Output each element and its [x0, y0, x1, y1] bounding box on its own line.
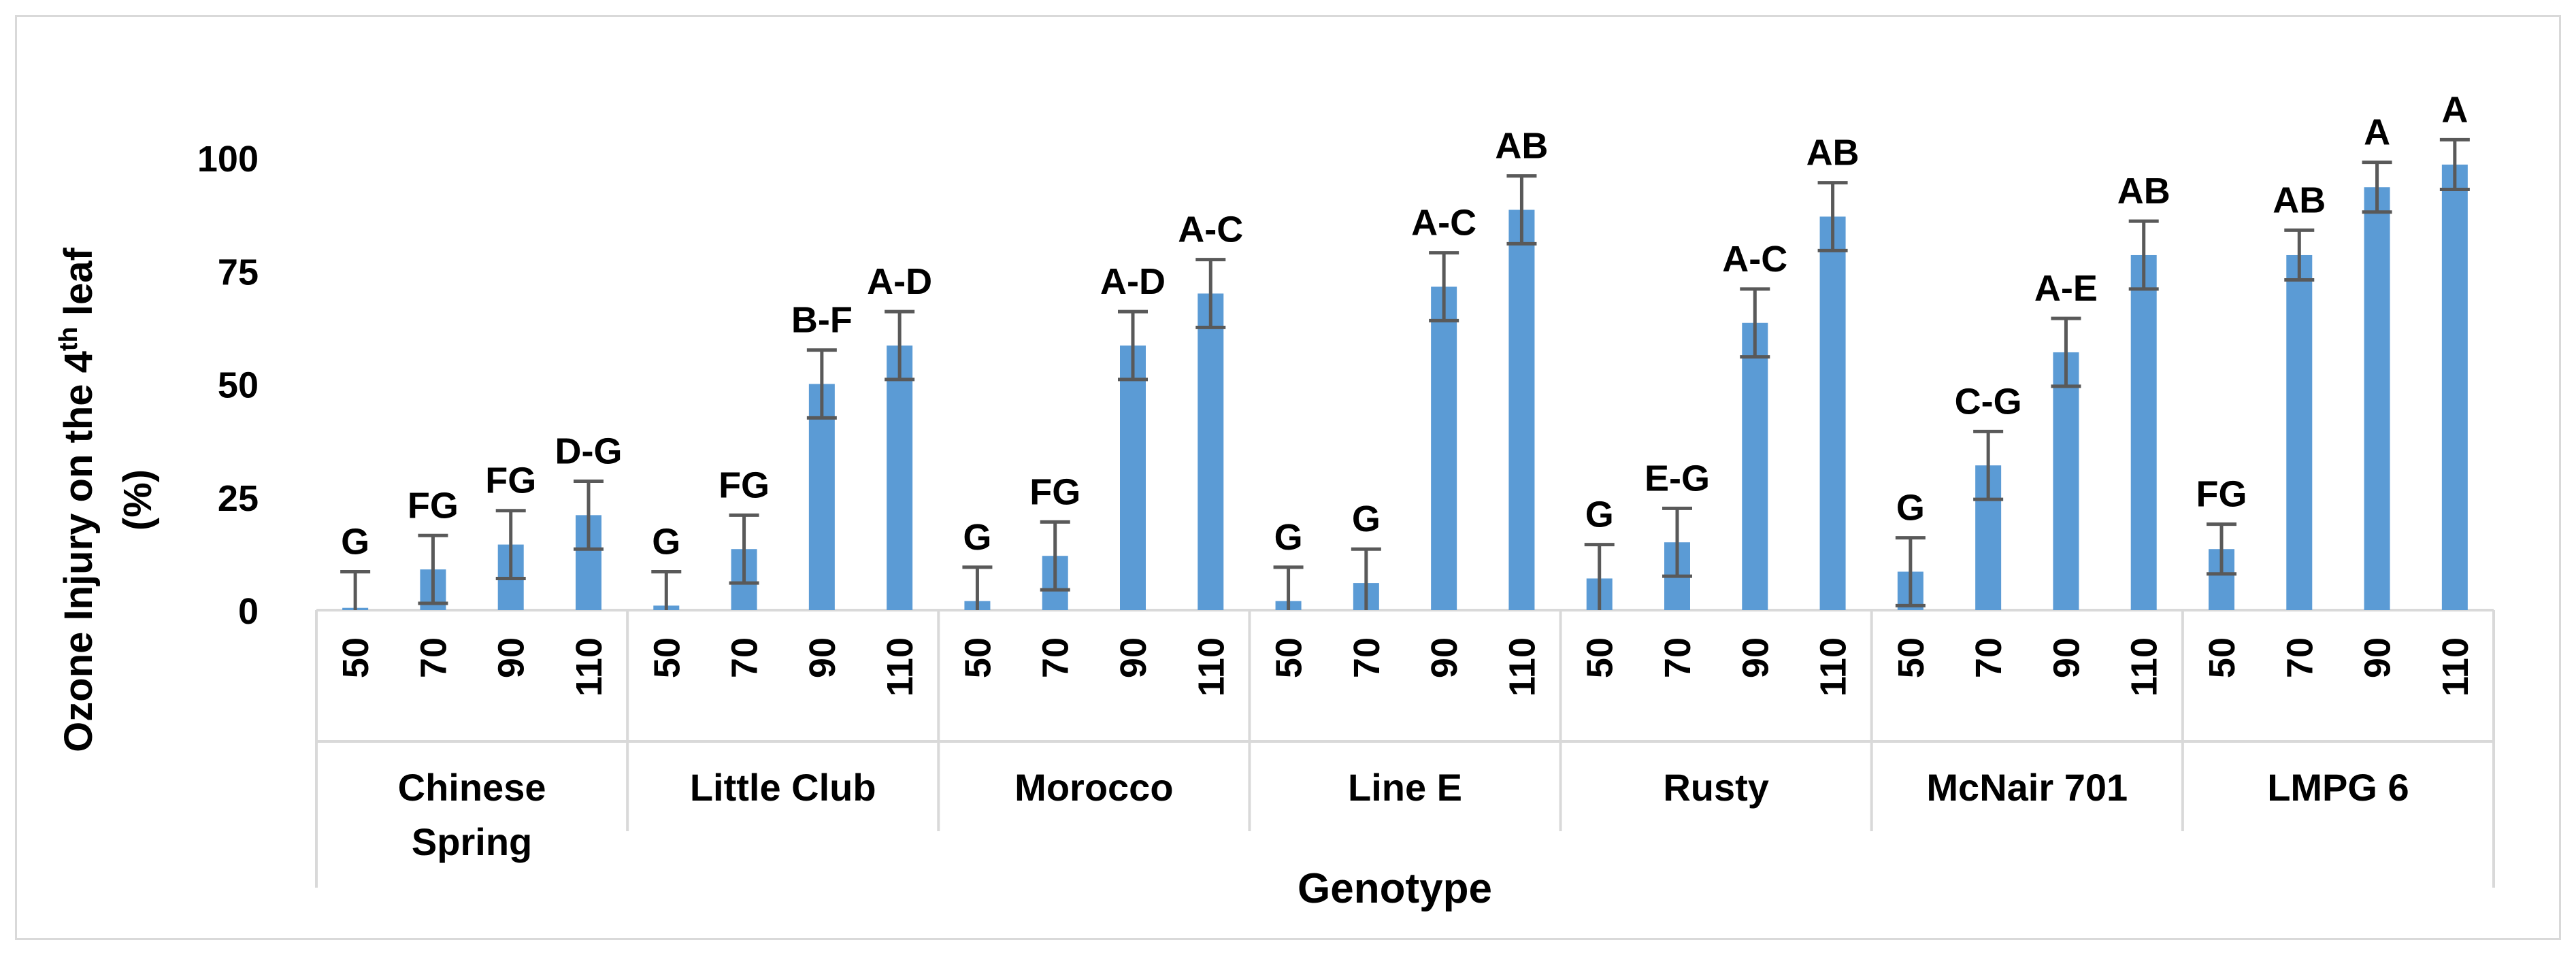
- dose-tick-label: 90: [2358, 637, 2398, 678]
- significance-label: A: [2364, 112, 2390, 153]
- y-tick-label: 50: [218, 365, 259, 406]
- significance-label: A-C: [1178, 210, 1243, 250]
- dose-tick-label: 110: [2435, 637, 2476, 697]
- y-tick-label: 100: [197, 139, 259, 180]
- significance-label: AB: [2273, 180, 2326, 220]
- significance-label: G: [341, 521, 369, 562]
- dose-tick-label: 70: [413, 637, 454, 678]
- dose-tick-label: 50: [335, 637, 376, 678]
- dose-tick-label: 110: [2124, 637, 2165, 697]
- dose-tick-label: 50: [957, 637, 998, 678]
- bar: [887, 345, 913, 610]
- significance-label: AB: [1806, 133, 1860, 173]
- significance-label: FG: [408, 485, 459, 526]
- bar: [1120, 345, 1146, 610]
- significance-label: A: [2441, 89, 2468, 130]
- dose-tick-label: 50: [1269, 637, 1310, 678]
- y-axis-label-main: Ozone Injury on the 4: [56, 351, 101, 752]
- significance-label: G: [1585, 495, 1614, 535]
- significance-label: D-G: [555, 431, 623, 471]
- y-axis-label-superscript: th: [54, 326, 83, 351]
- bar: [808, 384, 835, 610]
- significance-label: G: [652, 521, 680, 562]
- dose-tick-label: 110: [880, 637, 921, 697]
- x-axis-label: Genotype: [1298, 865, 1492, 912]
- dose-tick-label: 50: [1891, 637, 1932, 678]
- genotype-label: Chinese: [398, 766, 546, 809]
- dose-tick-label: 70: [1968, 637, 2009, 678]
- significance-label: A-D: [867, 261, 932, 302]
- y-axis-label-unit: (%): [116, 469, 160, 531]
- genotype-label: Little Club: [690, 766, 876, 809]
- significance-label: FG: [485, 460, 536, 501]
- dose-tick-label: 110: [569, 637, 610, 697]
- dose-tick-label: 110: [1502, 637, 1542, 697]
- bar: [2364, 187, 2390, 611]
- bar: [2441, 164, 2468, 611]
- significance-label: G: [1274, 517, 1303, 558]
- bar: [2053, 352, 2079, 610]
- significance-label: A-D: [1100, 261, 1166, 302]
- significance-label: AB: [1495, 126, 1548, 167]
- y-axis-label-tail: leaf: [56, 247, 101, 326]
- significance-label: FG: [1029, 471, 1080, 512]
- significance-label: E-G: [1645, 458, 1710, 499]
- significance-label: A-C: [1411, 203, 1476, 244]
- bar: [2130, 254, 2157, 611]
- significance-label: FG: [719, 465, 770, 505]
- significance-label: C-G: [1955, 381, 2022, 422]
- genotype-label: Line E: [1348, 766, 1462, 809]
- dose-tick-label: 70: [1036, 637, 1076, 678]
- bar: [2286, 254, 2313, 611]
- significance-label: G: [1352, 499, 1381, 539]
- bar: [1819, 216, 1846, 610]
- y-tick-label: 75: [218, 252, 259, 292]
- significance-label: G: [1896, 488, 1925, 529]
- genotype-label: Rusty: [1663, 766, 1769, 809]
- dose-tick-label: 70: [2279, 637, 2320, 678]
- significance-label: G: [963, 517, 991, 558]
- significance-label: AB: [2117, 171, 2170, 212]
- dose-tick-label: 90: [2046, 637, 2087, 678]
- dose-tick-label: 70: [725, 637, 765, 678]
- bar: [1431, 286, 1457, 610]
- dose-tick-label: 90: [1424, 637, 1465, 678]
- significance-label: A-E: [2034, 268, 2098, 309]
- bar: [1508, 210, 1535, 611]
- plot-area: 0 25 50 75 100 Chinese Spring G 50 FG 70 FG 90 D-G 110…: [197, 89, 2495, 888]
- dose-tick-label: 90: [491, 637, 532, 678]
- dose-tick-label: 90: [802, 637, 843, 678]
- dose-tick-label: 70: [1347, 637, 1387, 678]
- genotype-label: McNair 701: [1926, 766, 2128, 809]
- dose-tick-label: 70: [1657, 637, 1698, 678]
- y-tick-label: 0: [238, 591, 259, 632]
- bar: [1742, 322, 1768, 610]
- dose-tick-label: 50: [646, 637, 687, 678]
- bar: [1198, 293, 1224, 610]
- genotype-label: Morocco: [1014, 766, 1173, 809]
- y-tick-label: 25: [218, 478, 259, 519]
- significance-label: B-F: [791, 300, 853, 341]
- dose-tick-label: 90: [1113, 637, 1154, 678]
- dose-tick-label: 50: [2202, 637, 2243, 678]
- dose-tick-label: 110: [1813, 637, 1854, 697]
- dose-tick-label: 50: [1580, 637, 1621, 678]
- significance-label: A-C: [1722, 239, 1787, 280]
- dose-tick-label: 110: [1191, 637, 1232, 697]
- y-axis-label: Ozone Injury on the 4th leaf: [54, 247, 101, 752]
- genotype-label-line2: Spring: [412, 820, 532, 863]
- significance-label: FG: [2196, 474, 2247, 515]
- y-axis-title: Ozone Injury on the 4th leaf (%): [54, 247, 160, 752]
- genotype-label: LMPG 6: [2267, 766, 2409, 809]
- dose-tick-label: 90: [1735, 637, 1776, 678]
